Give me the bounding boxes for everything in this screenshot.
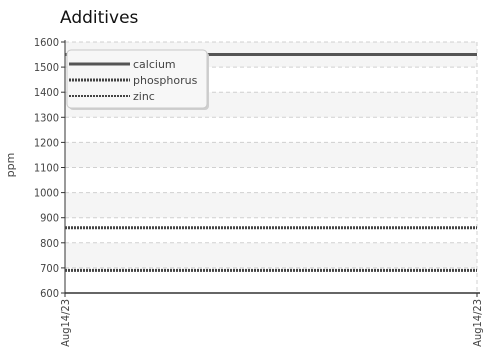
y-tick-label: 700: [40, 262, 59, 275]
legend-label-calcium: calcium: [133, 58, 176, 71]
plot-band: [65, 242, 477, 268]
y-tick-label: 1200: [34, 136, 59, 149]
y-tick-label: 1600: [34, 36, 59, 49]
y-tick-label: 1300: [34, 111, 59, 124]
y-tick-label: 1400: [34, 86, 59, 99]
legend: calcium phosphorus zinc: [66, 49, 209, 110]
y-tick-label: 800: [40, 237, 59, 250]
x-tick-label: Aug14/23: [471, 299, 484, 347]
axes: 600 700 800 900 1000 1100 1200 1300 1400 1500 1600…: [34, 36, 484, 347]
legend-label-zinc: zinc: [133, 90, 155, 103]
y-tick-label: 1100: [34, 162, 59, 175]
legend-label-phosphorus: phosphorus: [133, 74, 198, 87]
y-tick-label: 600: [40, 287, 59, 300]
x-tick-label: Aug14/23: [59, 299, 72, 347]
y-axis-label: ppm: [4, 153, 17, 178]
y-tick-label: 1500: [34, 61, 59, 74]
y-tick-label: 900: [40, 212, 59, 225]
plot-band: [65, 142, 477, 168]
y-tick-label: 1000: [34, 187, 59, 200]
chart-title: Additives: [60, 8, 139, 28]
plot-band: [65, 192, 477, 218]
grid-lines: [64, 41, 478, 293]
